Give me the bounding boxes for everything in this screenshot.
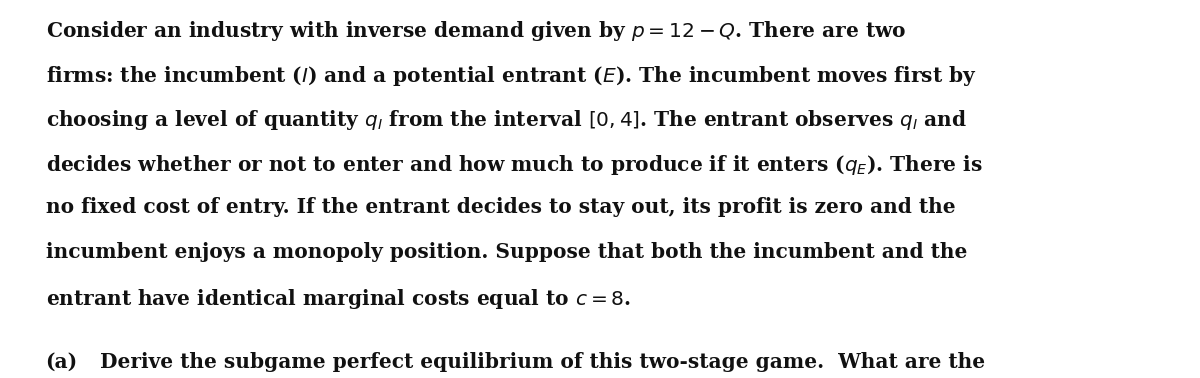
Text: choosing a level of quantity $q_I$ from the interval $[0, 4]$. The entrant obser: choosing a level of quantity $q_I$ from … — [46, 108, 967, 132]
Text: incumbent enjoys a monopoly position. Suppose that both the incumbent and the: incumbent enjoys a monopoly position. Su… — [46, 242, 967, 262]
Text: Derive the subgame perfect equilibrium of this two-stage game.  What are the: Derive the subgame perfect equilibrium o… — [100, 352, 985, 372]
Text: no fixed cost of entry. If the entrant decides to stay out, its profit is zero a: no fixed cost of entry. If the entrant d… — [46, 197, 955, 217]
Text: Consider an industry with inverse demand given by $p = 12 - Q$. There are two: Consider an industry with inverse demand… — [46, 19, 906, 43]
Text: (a): (a) — [46, 352, 78, 372]
Text: decides whether or not to enter and how much to produce if it enters ($q_E$). Th: decides whether or not to enter and how … — [46, 153, 983, 177]
Text: entrant have identical marginal costs equal to $c = 8$.: entrant have identical marginal costs eq… — [46, 287, 631, 310]
Text: firms: the incumbent ($I$) and a potential entrant ($E$). The incumbent moves fi: firms: the incumbent ($I$) and a potenti… — [46, 64, 977, 87]
